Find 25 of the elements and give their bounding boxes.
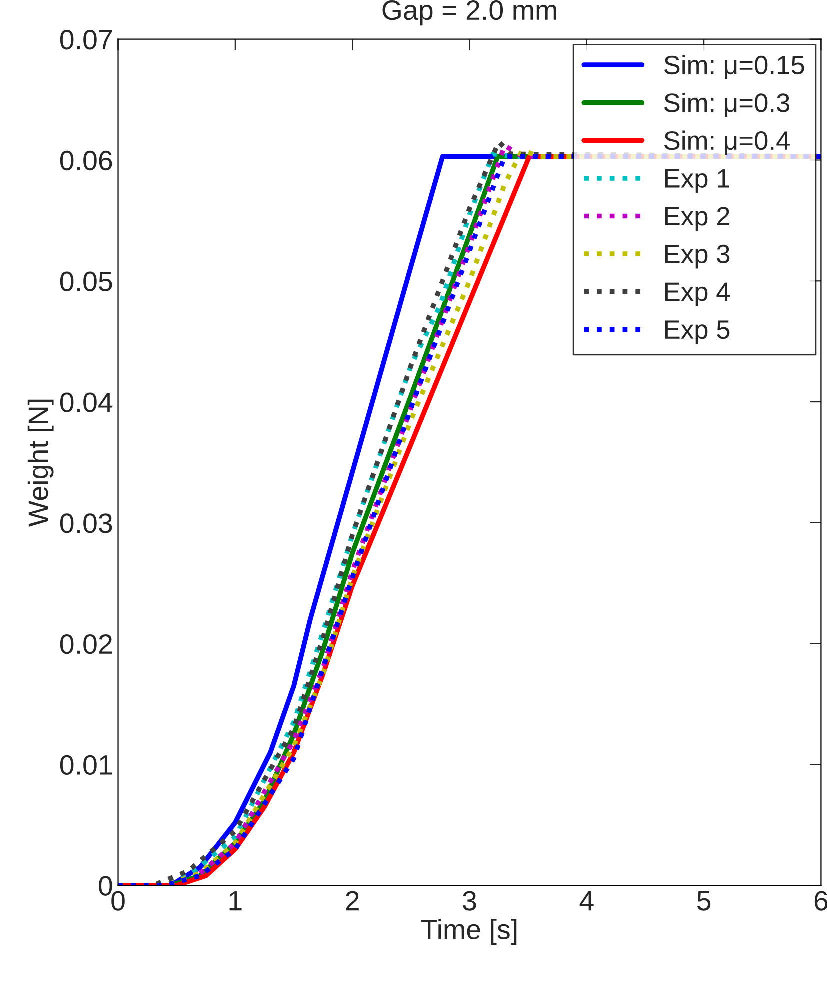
y-tick-label: 0.03 [60,514,112,534]
legend-label: Exp 4 [665,282,730,307]
chart-title: Gap = 2.0 mm [382,0,556,26]
y-tick-label: 0.07 [60,30,112,50]
x-axis-title: Time [s] [422,919,517,946]
y-tick-label: 0.04 [60,392,113,412]
x-tick-label: 3 [463,891,476,911]
legend-label: Sim: μ=0.3 [664,92,790,118]
y-tick-label: 0.06 [60,150,112,171]
y-axis-title: Weight [N] [28,400,54,527]
y-tick-label: 0.02 [60,634,112,654]
legend-label: Sim: μ=0.15 [664,55,804,80]
x-tick-label: 2 [346,891,359,911]
x-tick-label: 4 [580,891,594,911]
y-tick-label: 0.01 [60,755,112,776]
y-tick-label: 0.05 [60,272,112,292]
legend-label: Exp 5 [665,320,730,344]
legend-label: Exp 2 [665,207,730,231]
x-tick-label: 1 [230,891,242,911]
legend-label: Exp 3 [665,244,730,269]
legend-label: Exp 1 [665,170,730,194]
x-tick-label: 5 [697,891,711,911]
legend-label: Sim: μ=0.4 [664,130,790,155]
y-tick-label: 0 [99,876,112,896]
x-tick-label: 0 [112,891,125,911]
